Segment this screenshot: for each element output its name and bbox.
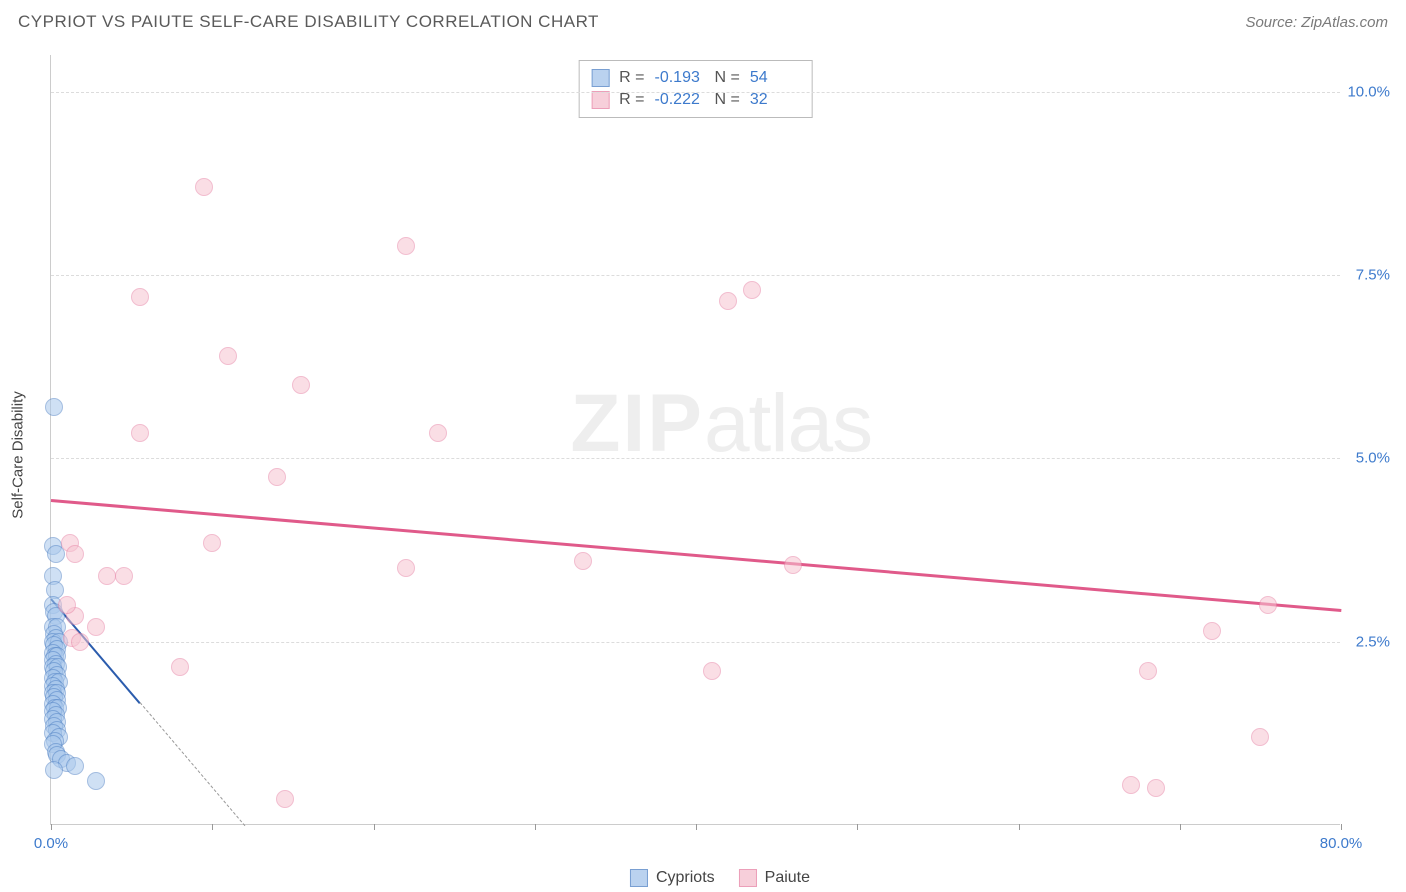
data-point (66, 545, 84, 563)
stat-r-value: -0.222 (655, 91, 705, 109)
data-point (87, 772, 105, 790)
chart-title: CYPRIOT VS PAIUTE SELF-CARE DISABILITY C… (18, 12, 599, 32)
y-tick-label: 5.0% (1342, 450, 1390, 467)
gridline-horizontal (51, 275, 1340, 276)
data-point (45, 761, 63, 779)
trend-line (139, 702, 245, 826)
x-tick-label: 80.0% (1320, 835, 1363, 852)
data-point (397, 559, 415, 577)
legend-swatch (739, 869, 757, 887)
watermark-atlas: atlas (704, 378, 872, 469)
series-swatch (591, 91, 609, 109)
x-tick-label: 0.0% (34, 835, 68, 852)
stat-n-label: N = (715, 69, 740, 87)
legend-label: Paiute (765, 869, 810, 887)
stats-legend-box: R = -0.193 N = 54 R = -0.222 N = 32 (578, 60, 813, 118)
data-point (131, 288, 149, 306)
data-point (719, 292, 737, 310)
stat-n-value: 32 (750, 91, 800, 109)
gridline-horizontal (51, 92, 1340, 93)
data-point (195, 178, 213, 196)
watermark: ZIPatlas (570, 377, 872, 471)
x-tick (1019, 824, 1020, 830)
gridline-horizontal (51, 458, 1340, 459)
data-point (1139, 662, 1157, 680)
data-point (574, 552, 592, 570)
data-point (703, 662, 721, 680)
stat-n-value: 54 (750, 69, 800, 87)
watermark-zip: ZIP (570, 378, 704, 469)
x-tick (1180, 824, 1181, 830)
data-point (1251, 728, 1269, 746)
series-legend: Cypriots Paiute (630, 869, 810, 887)
chart-container: Self-Care Disability ZIPatlas R =-0.193N… (50, 55, 1390, 855)
data-point (203, 534, 221, 552)
gridline-horizontal (51, 642, 1340, 643)
chart-source: Source: ZipAtlas.com (1245, 14, 1388, 31)
data-point (292, 376, 310, 394)
x-tick (696, 824, 697, 830)
data-point (171, 658, 189, 676)
series-swatch (591, 69, 609, 87)
data-point (276, 790, 294, 808)
data-point (219, 347, 237, 365)
trend-line (51, 499, 1341, 612)
y-tick-label: 10.0% (1342, 83, 1390, 100)
data-point (1203, 622, 1221, 640)
legend-item: Paiute (739, 869, 810, 887)
y-tick-label: 2.5% (1342, 633, 1390, 650)
legend-label: Cypriots (656, 869, 715, 887)
data-point (397, 237, 415, 255)
data-point (66, 757, 84, 775)
data-point (784, 556, 802, 574)
stats-row: R = -0.193 N = 54 (591, 67, 800, 89)
data-point (429, 424, 447, 442)
data-point (45, 398, 63, 416)
data-point (131, 424, 149, 442)
stat-n-label: N = (715, 91, 740, 109)
x-tick (1341, 824, 1342, 830)
x-tick (212, 824, 213, 830)
legend-swatch (630, 869, 648, 887)
data-point (87, 618, 105, 636)
y-tick-label: 7.5% (1342, 267, 1390, 284)
x-tick (374, 824, 375, 830)
plot-area: ZIPatlas R =-0.193N =54R =-0.222N =32 2.… (50, 55, 1340, 825)
stat-r-label: R = (619, 91, 644, 109)
data-point (115, 567, 133, 585)
data-point (743, 281, 761, 299)
data-point (1259, 596, 1277, 614)
x-tick (51, 824, 52, 830)
chart-header: CYPRIOT VS PAIUTE SELF-CARE DISABILITY C… (0, 0, 1406, 40)
data-point (268, 468, 286, 486)
y-axis-label: Self-Care Disability (10, 391, 27, 519)
stat-r-value: -0.193 (655, 69, 705, 87)
x-tick (535, 824, 536, 830)
data-point (1147, 779, 1165, 797)
legend-item: Cypriots (630, 869, 715, 887)
data-point (1122, 776, 1140, 794)
data-point (71, 633, 89, 651)
data-point (58, 596, 76, 614)
x-tick (857, 824, 858, 830)
stat-r-label: R = (619, 69, 644, 87)
